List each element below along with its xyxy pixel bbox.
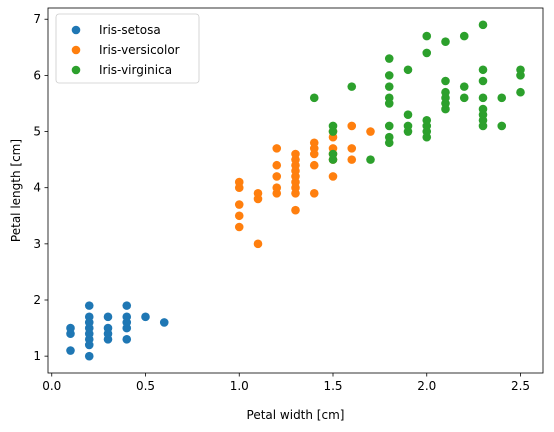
data-point-2 [272,172,282,181]
legend-label-1: Iris-setosa [99,23,161,37]
data-point-3 [403,65,413,75]
data-point-2 [272,183,282,192]
legend-label-2: Iris-versicolor [99,43,180,57]
y-tick-label: 6 [33,68,41,82]
y-tick-label: 7 [33,12,41,26]
data-point-3 [328,121,338,131]
data-point-2 [347,121,357,131]
data-point-2 [272,160,282,170]
data-point-2 [234,222,244,232]
data-point-2 [366,127,375,136]
legend-marker-1 [71,25,81,35]
data-point-3 [497,93,507,103]
y-tick-label: 2 [33,293,41,307]
data-point-2 [234,211,244,221]
data-point-3 [478,20,488,30]
data-point-3 [459,93,469,103]
x-tick-label: 0.0 [42,379,61,393]
data-point-2 [234,177,244,187]
data-point-3 [516,65,525,75]
data-point-3 [384,71,394,80]
data-point-2 [291,149,300,159]
data-point-3 [441,37,450,46]
data-point-3 [441,87,450,97]
data-point-2 [234,200,244,209]
data-point-2 [291,205,300,215]
data-point-3 [497,121,507,131]
data-point-2 [328,172,338,181]
data-point-1 [122,301,132,310]
data-point-2 [309,189,319,198]
data-point-1 [103,312,113,322]
x-tick-label: 0.5 [136,379,155,393]
x-tick-label: 1.5 [323,379,342,393]
data-point-3 [422,31,432,41]
data-point-2 [309,138,319,148]
data-point-3 [366,155,375,164]
data-point-1 [159,318,169,327]
data-point-1 [84,351,94,361]
legend-label-3: Iris-virginica [99,63,172,77]
data-point-3 [459,82,469,91]
data-point-2 [347,155,357,164]
data-point-3 [384,93,394,103]
data-point-3 [309,93,319,103]
y-axis-ticks: 1 2 3 4 5 6 7 [33,12,48,363]
legend-marker-2 [71,45,81,55]
data-points [66,20,525,361]
data-point-2 [253,239,263,249]
plot-frame [47,7,544,374]
x-axis-label: Petal width [cm] [247,408,345,422]
data-point-3 [328,149,338,159]
data-point-3 [422,116,432,125]
data-point-3 [384,82,394,91]
data-point-3 [403,110,413,119]
data-point-1 [141,312,150,322]
data-point-3 [384,132,394,142]
data-point-3 [478,93,488,103]
data-point-1 [122,335,132,344]
data-point-3 [422,48,432,58]
data-point-2 [272,144,282,153]
x-tick-label: 2.0 [417,379,436,393]
data-point-3 [459,31,469,41]
x-axis-ticks: 0.0 0.5 1.0 1.5 2.0 2.5 [42,373,530,393]
data-point-3 [347,82,357,91]
data-point-1 [66,323,75,333]
data-point-2 [309,160,319,170]
data-point-2 [347,144,357,153]
data-point-3 [384,54,394,63]
data-point-3 [403,121,413,131]
data-point-3 [384,121,394,131]
y-tick-label: 4 [33,181,41,195]
legend-frame [55,13,200,84]
y-tick-label: 3 [33,237,41,251]
y-axis-label: Petal length [cm] [9,139,23,242]
data-point-1 [103,323,113,333]
data-point-3 [478,65,488,75]
data-point-3 [516,87,525,97]
data-point-1 [66,346,75,355]
data-point-1 [84,301,94,310]
y-tick-label: 1 [33,349,41,363]
data-point-3 [478,104,488,114]
data-point-3 [478,76,488,86]
x-tick-label: 2.5 [511,379,530,393]
legend: Iris-setosa Iris-versicolor Iris-virginica [55,13,200,84]
x-tick-label: 1.0 [230,379,249,393]
data-point-2 [253,189,263,198]
data-point-1 [122,312,132,322]
data-point-1 [84,312,94,322]
y-tick-label: 5 [33,125,41,139]
data-point-3 [441,76,450,86]
legend-marker-3 [71,65,81,75]
